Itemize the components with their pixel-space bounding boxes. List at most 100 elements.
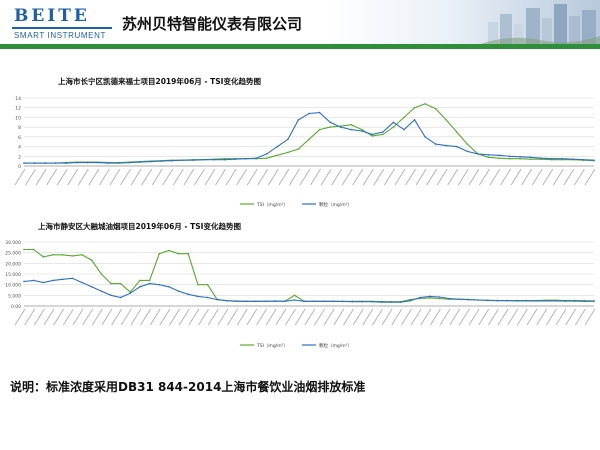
data-point bbox=[445, 144, 448, 147]
x-tick-label bbox=[207, 308, 219, 326]
data-point bbox=[544, 300, 547, 302]
data-point bbox=[564, 300, 566, 302]
data-point bbox=[276, 145, 279, 148]
data-point bbox=[274, 300, 276, 302]
data-point bbox=[329, 121, 331, 124]
data-point bbox=[107, 162, 110, 164]
city-skyline-image bbox=[480, 4, 600, 44]
x-tick-label bbox=[77, 168, 89, 186]
x-tick-label bbox=[289, 168, 300, 186]
data-point bbox=[97, 161, 99, 164]
x-tick-label bbox=[265, 308, 277, 326]
data-point bbox=[508, 155, 511, 158]
data-point bbox=[177, 252, 180, 255]
data-point bbox=[329, 126, 331, 128]
x-tick-label bbox=[46, 168, 58, 186]
x-tick-label bbox=[299, 168, 311, 186]
data-point bbox=[409, 299, 412, 302]
x-tick-label bbox=[384, 168, 395, 186]
data-point bbox=[23, 248, 25, 251]
data-point bbox=[216, 298, 219, 301]
chart-changning-tsi: 上海市长宁区凯德来福士项目2019年06月 - TSI变化趋势图 0 2 4 6 8 10 1… bbox=[0, 70, 600, 210]
data-point bbox=[81, 281, 83, 284]
x-tick-label bbox=[172, 168, 184, 186]
x-tick-label bbox=[381, 308, 393, 326]
x-tick-label bbox=[101, 308, 113, 326]
data-point bbox=[486, 299, 489, 302]
data-point bbox=[287, 138, 289, 141]
data-point bbox=[438, 297, 441, 300]
data-point bbox=[498, 157, 500, 160]
data-point bbox=[32, 279, 35, 282]
data-point bbox=[529, 156, 532, 159]
data-point bbox=[413, 106, 416, 109]
data-point bbox=[572, 158, 574, 160]
x-tick-label bbox=[178, 308, 190, 326]
data-point bbox=[276, 154, 279, 157]
data-point bbox=[428, 295, 431, 298]
x-tick-label bbox=[151, 168, 163, 186]
data-point bbox=[370, 300, 373, 303]
x-tick-label bbox=[141, 168, 153, 186]
data-point bbox=[52, 279, 54, 282]
data-point bbox=[382, 131, 384, 133]
data-point bbox=[477, 299, 479, 301]
data-point bbox=[61, 278, 64, 281]
x-tick-label bbox=[352, 308, 364, 326]
data-point bbox=[264, 300, 267, 303]
x-tick-label bbox=[285, 308, 296, 326]
x-tick-label bbox=[426, 168, 438, 186]
data-point bbox=[318, 111, 321, 114]
chart-title: 上海市静安区大融城油烟项目2019年06月 - TSI变化趋势图 bbox=[38, 221, 241, 231]
data-point bbox=[424, 136, 426, 138]
data-point bbox=[265, 157, 268, 160]
x-tick-label bbox=[14, 308, 26, 326]
data-point bbox=[466, 150, 469, 153]
data-point bbox=[139, 161, 141, 163]
header-divider bbox=[0, 44, 600, 49]
x-tick-label bbox=[198, 308, 209, 326]
data-point bbox=[90, 286, 93, 288]
data-point bbox=[100, 290, 103, 292]
data-point bbox=[371, 133, 374, 136]
data-point bbox=[118, 162, 120, 164]
data-point bbox=[403, 116, 405, 119]
data-point bbox=[332, 300, 334, 303]
data-point bbox=[119, 282, 122, 285]
data-point bbox=[593, 300, 595, 303]
data-point bbox=[158, 252, 161, 255]
x-tick-label bbox=[217, 308, 229, 326]
x-tick-label bbox=[236, 168, 248, 186]
data-point bbox=[582, 158, 585, 161]
data-point bbox=[293, 299, 296, 301]
x-tick-label bbox=[109, 168, 121, 186]
data-point bbox=[350, 123, 353, 126]
x-tick-label bbox=[294, 308, 306, 326]
y-tick-label: 0 bbox=[18, 164, 21, 170]
data-point bbox=[508, 157, 511, 160]
data-point bbox=[129, 292, 132, 294]
data-point bbox=[413, 119, 416, 121]
data-point bbox=[293, 294, 296, 297]
data-point bbox=[181, 159, 184, 161]
data-point bbox=[168, 249, 170, 252]
x-tick-label bbox=[497, 308, 509, 326]
y-tick-label: 30.000 bbox=[5, 240, 21, 246]
data-point bbox=[197, 283, 199, 286]
data-point bbox=[32, 248, 35, 251]
series-line bbox=[24, 112, 595, 164]
x-tick-label bbox=[415, 168, 427, 186]
data-point bbox=[119, 296, 122, 299]
data-point bbox=[226, 299, 228, 302]
company-logo: BEITE SMART INSTRUMENT bbox=[8, 6, 112, 40]
data-point bbox=[235, 300, 238, 302]
x-tick-label bbox=[420, 308, 432, 326]
y-tick-label: 15.000 bbox=[5, 272, 21, 278]
data-point bbox=[350, 128, 353, 131]
x-tick-label bbox=[53, 308, 65, 326]
x-tick-label bbox=[67, 168, 79, 186]
data-point bbox=[42, 281, 45, 284]
data-point bbox=[128, 161, 131, 164]
x-tick-label bbox=[43, 308, 55, 326]
data-point bbox=[75, 161, 78, 164]
